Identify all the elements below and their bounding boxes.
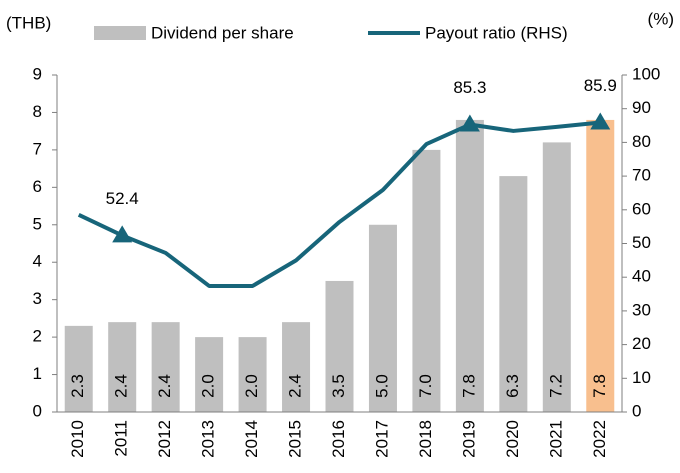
x-tick-label: 2011 [112, 420, 131, 457]
bar-value-label: 5.0 [372, 374, 391, 398]
bar-value-label: 2.4 [286, 374, 305, 398]
bar-value-label: 2.4 [155, 374, 174, 398]
payout-marker [459, 114, 480, 132]
y2-tick-label: 0 [632, 401, 641, 420]
x-tick-label: 2018 [416, 420, 435, 458]
bar-value-label: 7.8 [590, 374, 609, 398]
x-tick-label: 2010 [68, 420, 87, 458]
y-unit: (THB) [6, 13, 51, 32]
y2-tick-label: 80 [632, 132, 651, 151]
x-tick-label: 2021 [546, 420, 565, 458]
x-tick-label: 2019 [459, 420, 478, 458]
y-tick-label: 7 [33, 139, 42, 158]
y-tick-label: 1 [33, 364, 42, 383]
legend-label: Dividend per share [151, 23, 294, 42]
y-tick-label: 3 [33, 289, 42, 308]
y-tick-label: 8 [33, 102, 42, 121]
bar-value-label: 3.5 [329, 374, 348, 398]
line-value-label: 52.4 [106, 189, 139, 208]
y-tick-label: 0 [33, 401, 42, 420]
bar [368, 224, 397, 412]
bar-value-label: 7.2 [546, 374, 565, 398]
bar-value-label: 2.3 [68, 374, 87, 398]
bar [412, 149, 441, 412]
payout-line [77, 120, 601, 288]
bar [108, 322, 137, 412]
bar [151, 322, 180, 412]
bar-value-label: 7.8 [459, 374, 478, 398]
bar-value-label: 6.3 [503, 374, 522, 398]
x-tick-label: 2015 [286, 420, 305, 458]
y2-tick-label: 30 [632, 300, 651, 319]
x-tick-label: 2017 [372, 420, 391, 458]
bar [499, 176, 528, 412]
x-tick-label: 2022 [590, 420, 609, 458]
payout-marker [590, 112, 611, 130]
payout-marker [112, 225, 133, 243]
legend-swatch [94, 26, 146, 40]
legend: Dividend per share Payout ratio (RHS) [94, 23, 568, 42]
y-tick-label: 6 [33, 177, 42, 196]
bar [282, 322, 311, 412]
y-tick-label: 2 [33, 327, 42, 346]
y2-tick-label: 100 [632, 64, 660, 83]
y2-tick-label: 60 [632, 199, 651, 218]
y2-tick-label: 20 [632, 334, 651, 353]
x-tick-label: 2014 [242, 420, 261, 458]
y2-unit: (%) [648, 9, 674, 28]
line-value-label: 85.9 [584, 76, 617, 95]
y2-tick-label: 70 [632, 166, 651, 185]
x-tick-label: 2016 [329, 420, 348, 458]
y-tick-label: 4 [33, 252, 42, 271]
y2-tick-label: 90 [632, 98, 651, 117]
x-tick-label: 2020 [503, 420, 522, 458]
bar [195, 337, 224, 412]
bar-value-label: 2.0 [199, 374, 218, 398]
bar [586, 119, 615, 412]
y-tick-label: 9 [33, 64, 42, 83]
y2-tick-label: 50 [632, 233, 651, 252]
bar-value-label: 7.0 [416, 374, 435, 398]
line-value-label: 85.3 [453, 78, 486, 97]
bar-value-label: 2.0 [242, 374, 261, 398]
legend-label: Payout ratio (RHS) [425, 23, 568, 42]
x-tick-label: 2012 [155, 420, 174, 458]
bar-value-label: 2.4 [112, 374, 131, 398]
bar [455, 119, 484, 412]
bar [238, 337, 267, 412]
x-tick-label: 2013 [199, 420, 218, 458]
bar [64, 325, 93, 412]
y2-tick-label: 10 [632, 368, 651, 387]
y2-tick-label: 40 [632, 267, 651, 286]
bar [325, 280, 354, 412]
bar [542, 142, 571, 412]
y-tick-label: 5 [33, 214, 42, 233]
